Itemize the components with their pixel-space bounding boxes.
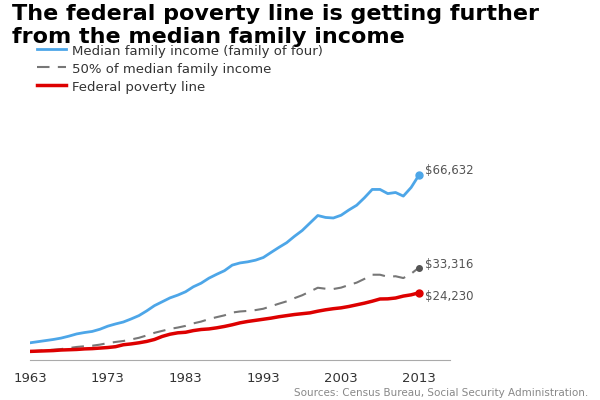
- Text: $66,632: $66,632: [425, 164, 474, 177]
- Text: The federal poverty line is getting further
from the median family income: The federal poverty line is getting furt…: [12, 4, 539, 47]
- Legend: Median family income (family of four), 50% of median family income, Federal pove: Median family income (family of four), 5…: [37, 44, 323, 94]
- Text: $33,316: $33,316: [425, 258, 473, 271]
- Text: Sources: Census Bureau, Social Security Administration.: Sources: Census Bureau, Social Security …: [294, 388, 588, 398]
- Text: $24,230: $24,230: [425, 290, 473, 304]
